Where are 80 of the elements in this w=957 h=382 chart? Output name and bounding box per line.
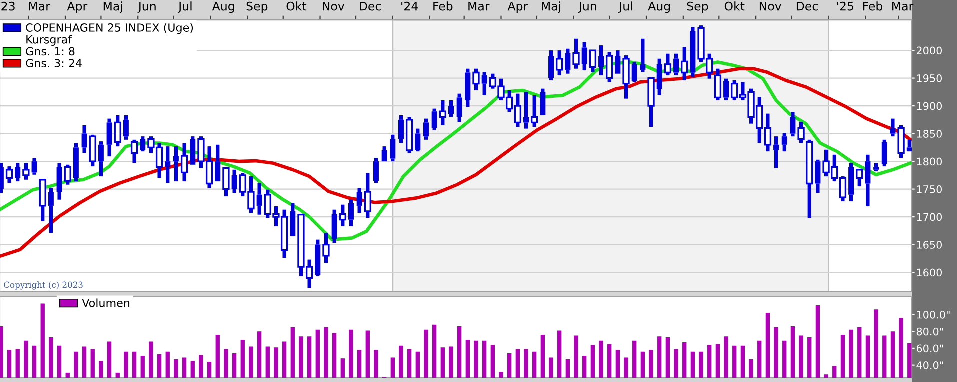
x-tick-label: '24: [402, 2, 418, 11]
candlestick: [865, 154, 871, 207]
candlestick: [690, 27, 696, 78]
y-tick-label: 100.0": [917, 310, 950, 319]
x-tick-label: Mar: [29, 2, 50, 11]
candlestick: [356, 188, 362, 214]
candlestick: [123, 115, 129, 140]
y-tick-label: 1700: [917, 213, 942, 222]
y-tick-label: 40.0": [916, 362, 944, 370]
candlestick: [190, 136, 196, 165]
y-tick-label: 2000: [916, 46, 942, 55]
x-tick-label: Aug: [212, 2, 234, 14]
candlestick: [106, 118, 112, 157]
candlestick: [598, 46, 604, 76]
candlestick: [615, 50, 621, 74]
x-tick-label: Aug: [648, 2, 670, 14]
x-tick-label: Jul: [618, 2, 632, 13]
candlestick: [656, 58, 662, 96]
legend-label: COPENHAGEN 25 INDEX (Uge): [26, 23, 194, 34]
candlestick: [848, 163, 854, 202]
candlestick: [674, 54, 680, 76]
candlestick: [98, 142, 104, 177]
x-tick-label: Jul: [178, 2, 192, 13]
candlestick: [290, 203, 296, 236]
candlestick: [582, 42, 588, 71]
x-tick-label: Okt: [286, 2, 307, 11]
candlestick: [173, 146, 179, 182]
candlestick: [15, 163, 21, 182]
x-tick-label: Maj: [542, 2, 561, 14]
candlestick: [382, 146, 388, 162]
x-tick-label: Dec: [360, 2, 381, 11]
y-tick-label: 1750: [917, 186, 942, 194]
candlestick: [906, 140, 912, 152]
x-tick-label: Apr: [508, 2, 528, 14]
x-tick-label: Sep: [687, 2, 708, 14]
candlestick: [790, 112, 796, 137]
candlestick: [524, 92, 529, 129]
x-tick-label: Dec: [796, 2, 818, 11]
y-tick-label: 1850: [917, 130, 942, 138]
annotation: Copyright (c) 2023: [4, 282, 83, 290]
candlestick: [232, 170, 238, 194]
x-tick-label: Okt: [724, 2, 745, 11]
y-tick-label: 60.0": [916, 344, 944, 353]
x-tick-label: '25: [837, 2, 854, 11]
legend-label: Volumen: [82, 298, 130, 308]
candlestick: [165, 146, 171, 184]
candlestick: [39, 179, 46, 222]
y-tick-label: 1600: [917, 268, 942, 277]
y-tick-label: 1900: [917, 102, 942, 110]
x-tick-label: Sep: [246, 2, 268, 14]
x-tick-label: Feb: [863, 2, 883, 11]
x-tick-label: 23: [2, 2, 15, 11]
candlestick: [256, 183, 262, 215]
candlestick: [32, 158, 38, 175]
y-tick-label: 1650: [917, 241, 942, 249]
x-tick-label: Jun: [578, 2, 596, 13]
x-tick-label: Mar: [892, 2, 914, 11]
candlestick: [73, 143, 79, 182]
candlestick: [565, 48, 571, 74]
legend-label: Gns. 1: 8: [26, 47, 75, 56]
y-tick-label: 1950: [917, 74, 942, 82]
candlestick: [482, 72, 488, 96]
legend-title: Kursgraf: [26, 35, 72, 46]
x-tick-label: Maj: [104, 2, 122, 14]
x-tick-label: Mar: [468, 2, 490, 11]
legend-label: Gns. 3: 24: [26, 59, 82, 68]
y-tick-label: 80.0": [916, 328, 944, 336]
x-tick-label: Nov: [760, 2, 782, 11]
candlestick: [215, 144, 221, 182]
x-tick-label: Feb: [434, 2, 453, 11]
candlestick: [890, 118, 896, 137]
candlestick: [48, 188, 54, 234]
candlestick: [82, 125, 88, 154]
x-tick-label: Apr: [67, 2, 88, 14]
candlestick: [774, 136, 780, 168]
candlestick: [56, 163, 62, 200]
candlestick: [815, 160, 821, 194]
y-tick-label: 1800: [917, 158, 942, 166]
x-tick-label: Nov: [323, 2, 345, 11]
x-tick-label: Jun: [138, 2, 156, 13]
